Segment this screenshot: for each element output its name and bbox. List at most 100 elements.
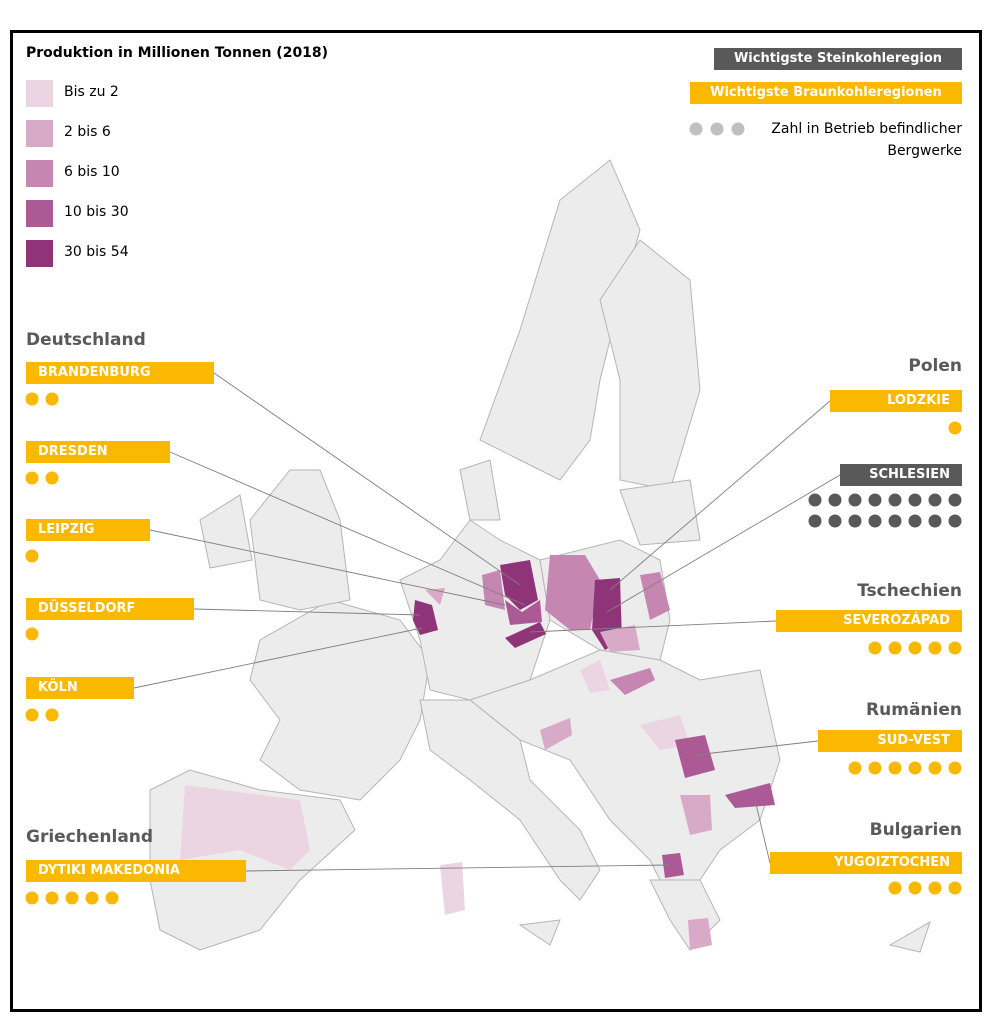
region-label: LODZKIE [830, 390, 962, 412]
region [680, 795, 712, 835]
region [500, 560, 538, 610]
mine-dot [25, 471, 39, 485]
leader-line [606, 474, 841, 613]
mine-dot [25, 891, 39, 905]
mine-dot [948, 881, 962, 895]
mine-dot [928, 514, 942, 528]
region [540, 718, 572, 750]
mine-dot [928, 761, 942, 775]
leader-line [245, 864, 671, 872]
mine-dot [908, 493, 922, 507]
region [600, 625, 640, 652]
mine-dot [888, 514, 902, 528]
mine-dot [828, 493, 842, 507]
region-label: SEVEROZÁPAD [776, 610, 962, 632]
region [675, 735, 715, 778]
mine-dot [25, 708, 39, 722]
legend-label: 10 bis 30 [64, 204, 129, 220]
country-name: Polen [908, 356, 962, 376]
region [180, 785, 310, 870]
mine-dot [888, 641, 902, 655]
mine-dot [808, 493, 822, 507]
region-label: SUD-VEST [818, 730, 962, 752]
key-dot [710, 122, 724, 136]
mine-dot [45, 471, 59, 485]
key-hard-coal: Wichtigste Steinkohleregion [714, 48, 962, 70]
region [580, 660, 610, 693]
land-shape [199, 494, 253, 569]
mine-dot [848, 493, 862, 507]
region-label: LEIPZIG [26, 519, 150, 541]
region-label: DÜSSELDORF [26, 598, 194, 620]
region [482, 570, 505, 610]
mine-dot [65, 891, 79, 905]
region [545, 555, 600, 630]
country-name: Griechenland [26, 827, 154, 847]
region-label: DYTIKI MAKEDONIA [26, 860, 246, 882]
mine-dot [928, 641, 942, 655]
mine-dot [45, 708, 59, 722]
region [413, 600, 438, 635]
legend-label: Bis zu 2 [64, 84, 119, 100]
mine-dot [868, 641, 882, 655]
land-shape [249, 599, 431, 801]
leader-line [213, 372, 521, 586]
mine-dot [928, 493, 942, 507]
mine-dot [888, 761, 902, 775]
region [610, 668, 655, 695]
country-name: Rumänien [866, 700, 962, 720]
land-shape [468, 649, 781, 901]
land-shape [419, 699, 601, 901]
region [688, 918, 712, 950]
region-label: KÖLN [26, 677, 134, 699]
key-dot [731, 122, 745, 136]
key-dot [689, 122, 703, 136]
region [640, 572, 670, 620]
leader-line [529, 620, 777, 633]
frame [10, 30, 982, 1012]
land-shape [619, 479, 701, 546]
mine-dot [888, 881, 902, 895]
region [425, 588, 445, 605]
mine-dot [808, 514, 822, 528]
leader-line [609, 400, 831, 591]
mine-dot [868, 761, 882, 775]
land-shape [518, 919, 561, 946]
mine-dot [948, 761, 962, 775]
land-shape [249, 469, 351, 611]
country-name: Bulgarien [869, 820, 962, 840]
legend-swatch [26, 160, 53, 187]
region [505, 622, 546, 648]
region [662, 853, 684, 878]
legend-title: Produktion in Millionen Tonnen (2018) [26, 45, 329, 61]
land-shape [888, 920, 931, 953]
leader-line [133, 627, 423, 689]
mine-dot [848, 514, 862, 528]
production-regions [180, 555, 775, 950]
region-label: BRANDENBURG [26, 362, 214, 384]
mine-dot [25, 549, 39, 563]
region-label: SCHLESIEN [840, 464, 962, 486]
mine-dot [25, 392, 39, 406]
leader-line [193, 608, 421, 616]
mine-dot [888, 493, 902, 507]
mine-dot [928, 881, 942, 895]
mine-dot [85, 891, 99, 905]
mine-dot [828, 514, 842, 528]
mine-dot [848, 761, 862, 775]
mine-dot [25, 627, 39, 641]
region-label: DRESDEN [26, 441, 170, 463]
overlay [25, 122, 962, 905]
legend-swatch [26, 240, 53, 267]
mine-dot [868, 493, 882, 507]
legend-label: 30 bis 54 [64, 244, 129, 260]
region-label: YUGOIZTOCHEN [770, 852, 962, 874]
mine-dot [948, 493, 962, 507]
mine-dot [45, 392, 59, 406]
key-lignite: Wichtigste Braunkohleregionen [690, 82, 962, 104]
region [725, 783, 775, 808]
legend-label: 2 bis 6 [64, 124, 111, 140]
mine-dot [45, 891, 59, 905]
